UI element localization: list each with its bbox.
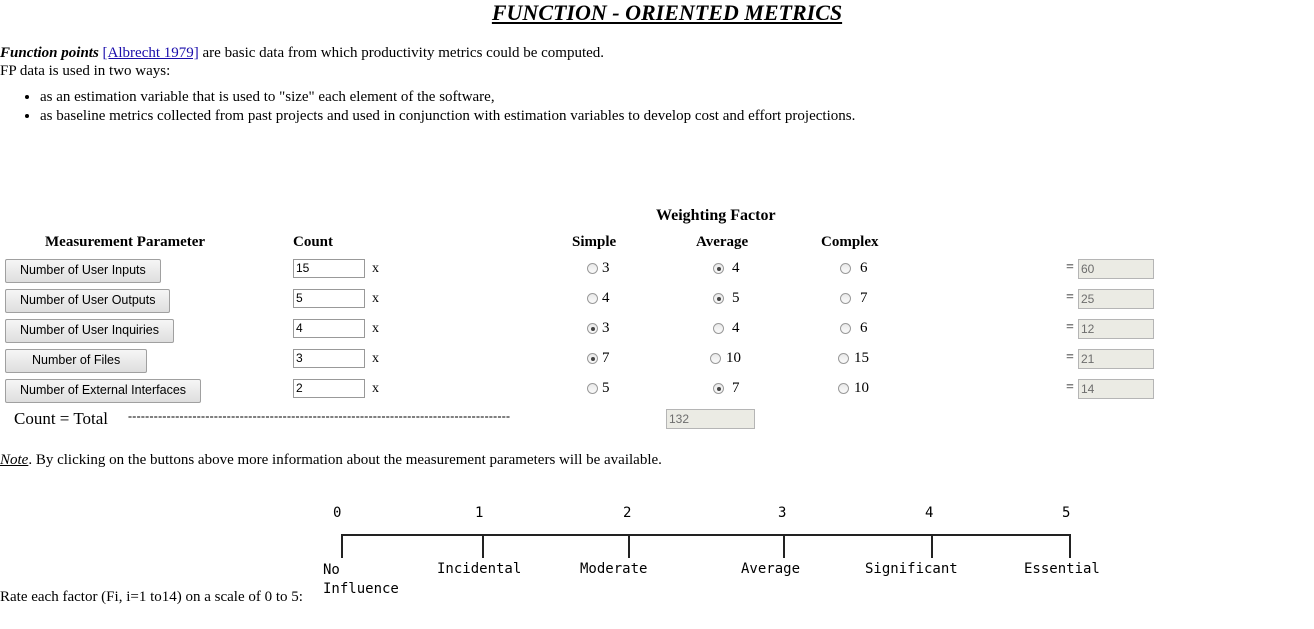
- weight-value: 3: [602, 320, 610, 336]
- user-outputs-result: 25: [1078, 289, 1154, 309]
- average-header: Average: [696, 234, 749, 250]
- user-inputs-average-radio[interactable]: [713, 263, 724, 274]
- multiply-sign: x: [372, 261, 379, 276]
- list-item: as an estimation variable that is used t…: [40, 88, 855, 107]
- weight-value: 10: [726, 350, 741, 366]
- external-interfaces-simple-radio[interactable]: [587, 383, 598, 394]
- weight-value: 3: [602, 260, 610, 276]
- user-inputs-count-input[interactable]: 15: [293, 259, 365, 278]
- weighting-factor-header: Weighting Factor: [656, 207, 776, 224]
- external-interfaces-average-radio[interactable]: [713, 383, 724, 394]
- scale-number: 5: [1062, 505, 1071, 521]
- user-inputs-button[interactable]: Number of User Inputs: [5, 259, 161, 283]
- scale-tick: [931, 536, 933, 558]
- total-label: Count = Total: [14, 409, 109, 428]
- intro-line2: FP data is used in two ways:: [0, 63, 171, 79]
- external-interfaces-result: 14: [1078, 379, 1154, 399]
- weight-value: 7: [860, 290, 868, 306]
- function-points-term: Function points: [0, 45, 99, 61]
- uses-list: as an estimation variable that is used t…: [0, 88, 855, 126]
- scale-number: 0: [333, 505, 342, 521]
- user-inquiries-result: 12: [1078, 319, 1154, 339]
- weight-value: 5: [732, 290, 740, 306]
- user-inputs-complex-radio[interactable]: [840, 263, 851, 274]
- files-count-input[interactable]: 3: [293, 349, 365, 368]
- scale-number: 1: [475, 505, 484, 521]
- multiply-sign: x: [372, 291, 379, 306]
- files-complex-radio[interactable]: [838, 353, 849, 364]
- scale-label: Moderate: [580, 561, 648, 577]
- scale-label: Essential: [1024, 561, 1100, 577]
- rate-instruction: Rate each factor (Fi, i=1 to14) on a sca…: [0, 589, 303, 605]
- user-inquiries-simple-radio[interactable]: [587, 323, 598, 334]
- scale-label: No Influence: [323, 562, 399, 597]
- scale-tick: [783, 536, 785, 558]
- scale-label: Average: [741, 561, 801, 577]
- equals-sign: =: [1066, 260, 1074, 275]
- weight-value: 4: [602, 290, 610, 306]
- scale-number: 2: [623, 505, 632, 521]
- scale-tick: [341, 536, 343, 558]
- simple-header: Simple: [572, 234, 617, 250]
- weight-value: 6: [860, 320, 868, 336]
- scale-number: 3: [778, 505, 787, 521]
- equals-sign: =: [1066, 290, 1074, 305]
- user-outputs-average-radio[interactable]: [713, 293, 724, 304]
- note-label: Note: [0, 452, 29, 468]
- scale-tick: [628, 536, 630, 558]
- note-paragraph: Note. By clicking on the buttons above m…: [0, 452, 662, 469]
- scale-label: Significant: [865, 561, 958, 577]
- weight-value: 5: [602, 380, 610, 396]
- user-inputs-simple-radio[interactable]: [587, 263, 598, 274]
- user-inquiries-complex-radio[interactable]: [840, 323, 851, 334]
- external-interfaces-button[interactable]: Number of External Interfaces: [5, 379, 202, 403]
- files-button[interactable]: Number of Files: [5, 349, 148, 373]
- user-outputs-count-input[interactable]: 5: [293, 289, 365, 308]
- user-inputs-result: 60: [1078, 259, 1154, 279]
- external-interfaces-count-input[interactable]: 2: [293, 379, 365, 398]
- external-interfaces-complex-radio[interactable]: [838, 383, 849, 394]
- measurement-parameter-header: Measurement Parameter: [45, 234, 206, 250]
- files-result: 21: [1078, 349, 1154, 369]
- equals-sign: =: [1066, 350, 1074, 365]
- scale-number: 4: [925, 505, 934, 521]
- scale-tick: [482, 536, 484, 558]
- user-inquiries-count-input[interactable]: 4: [293, 319, 365, 338]
- total-result: 132: [666, 409, 755, 429]
- weight-value: 15: [854, 350, 869, 366]
- list-item: as baseline metrics collected from past …: [40, 107, 855, 126]
- user-outputs-button[interactable]: Number of User Outputs: [5, 289, 171, 313]
- weight-value: 7: [732, 380, 740, 396]
- weight-value: 6: [860, 260, 868, 276]
- weight-value: 4: [732, 260, 740, 276]
- multiply-sign: x: [372, 381, 379, 396]
- albrecht-citation-link[interactable]: [Albrecht 1979]: [102, 45, 199, 61]
- weight-value: 4: [732, 320, 740, 336]
- equals-sign: =: [1066, 320, 1074, 335]
- user-inquiries-button[interactable]: Number of User Inquiries: [5, 319, 174, 343]
- scale-label: Incidental: [437, 561, 522, 577]
- page-title: FUNCTION - ORIENTED METRICS: [491, 0, 843, 25]
- scale-tick: [1069, 536, 1071, 558]
- user-inquiries-average-radio[interactable]: [713, 323, 724, 334]
- complex-header: Complex: [821, 234, 879, 250]
- scale-axis-line: [341, 534, 1071, 536]
- equals-sign: =: [1066, 380, 1074, 395]
- note-text: . By clicking on the buttons above more …: [28, 452, 662, 468]
- total-dashes: ----------------------------------------…: [128, 409, 511, 423]
- files-average-radio[interactable]: [710, 353, 721, 364]
- files-simple-radio[interactable]: [587, 353, 598, 364]
- count-header: Count: [293, 234, 334, 250]
- weight-value: 7: [602, 350, 610, 366]
- multiply-sign: x: [372, 351, 379, 366]
- user-outputs-complex-radio[interactable]: [840, 293, 851, 304]
- user-outputs-simple-radio[interactable]: [587, 293, 598, 304]
- intro-sentence: are basic data from which productivity m…: [198, 45, 605, 61]
- weight-value: 10: [854, 380, 869, 396]
- multiply-sign: x: [372, 321, 379, 336]
- intro-paragraph: Function points [Albrecht 1979] are basi…: [0, 44, 604, 80]
